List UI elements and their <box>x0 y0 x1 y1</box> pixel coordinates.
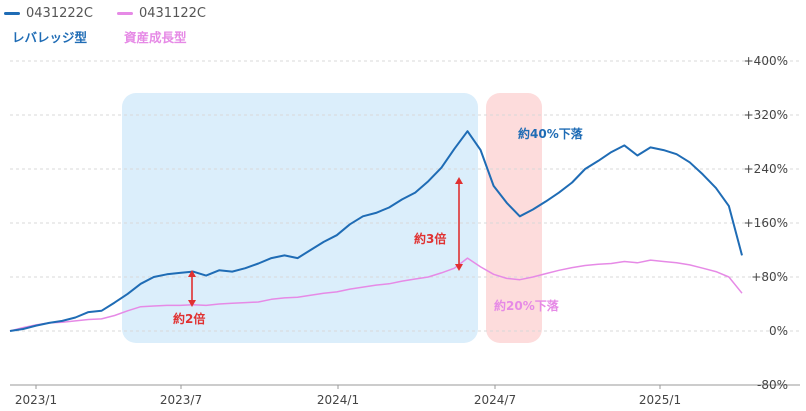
x-tick-label: 2024/7 <box>474 393 516 407</box>
series-line-0431122C <box>9 257 743 332</box>
legend: 0431222C 0431122C レバレッジ型 資産成長型 <box>4 6 206 46</box>
x-tick-label: 2025/1 <box>639 393 681 407</box>
arrow-3x <box>455 177 463 271</box>
y-tick-label: +320% <box>744 108 788 122</box>
highlight-drop <box>486 93 542 343</box>
y-tick-label: +80% <box>751 270 788 284</box>
x-tick-label: 2024/1 <box>317 393 359 407</box>
legend-swatch-growth <box>116 12 133 15</box>
y-tick-label: +240% <box>744 162 788 176</box>
grid <box>10 60 800 386</box>
series-lines <box>9 130 743 332</box>
y-tick-label: +160% <box>744 216 788 230</box>
y-axis-labels: +400% +320% +240% +160% +80% 0% -80% <box>744 54 788 392</box>
y-tick-label: 0% <box>769 324 788 338</box>
arrow-2x <box>188 270 196 307</box>
x-tick-label: 2023/7 <box>160 393 202 407</box>
annotation-3x: 約3倍 <box>414 231 446 246</box>
y-tick-label: +400% <box>744 54 788 68</box>
annotation-drop-40: 約40%下落 <box>518 126 584 141</box>
legend-code-leverage: 0431222C <box>26 6 93 21</box>
legend-name-growth: 資産成長型 <box>124 30 187 45</box>
legend-swatch-leverage <box>4 12 20 15</box>
legend-name-leverage: レバレッジ型 <box>12 30 88 45</box>
x-axis-labels: 2023/1 2023/7 2024/1 2024/7 2025/1 <box>15 385 681 407</box>
y-tick-label: -80% <box>757 378 788 392</box>
x-tick-label: 2023/1 <box>15 393 57 407</box>
series-line-0431222C <box>9 130 743 332</box>
legend-code-growth: 0431122C <box>138 6 206 21</box>
annotation-drop-20: 約20%下落 <box>494 298 560 313</box>
legend-item-growth[interactable]: 0431122C <box>116 6 206 21</box>
annotation-2x: 約2倍 <box>173 311 205 326</box>
legend-item-leverage[interactable]: 0431222C <box>4 6 93 21</box>
highlight-rise <box>122 93 478 343</box>
